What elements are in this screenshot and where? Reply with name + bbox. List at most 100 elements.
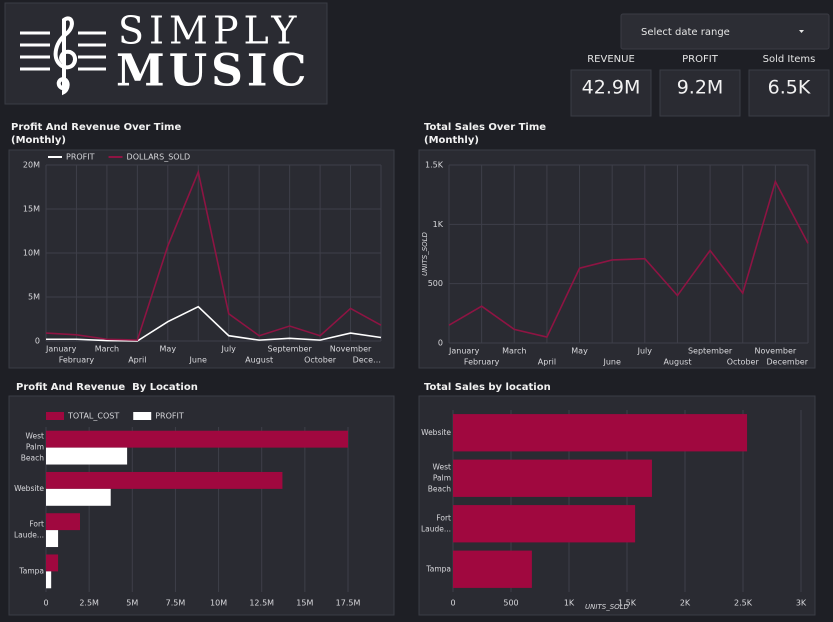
x-tick-label: May — [160, 345, 177, 354]
kpi-label: PROFIT — [682, 54, 719, 65]
y-tick-label: West Palm Beach — [21, 432, 44, 463]
x-tick-label: 500 — [503, 599, 518, 608]
bar — [46, 447, 128, 465]
x-tick-label: January — [448, 347, 480, 356]
x-tick-label: March — [502, 347, 526, 356]
chart-title: Total Sales Over Time — [424, 122, 546, 133]
x-tick-label: February — [59, 356, 95, 365]
bar — [453, 550, 532, 588]
x-tick-label: September — [268, 345, 313, 354]
y-tick-label: Tampa — [18, 566, 44, 575]
x-tick-label: 1K — [564, 599, 575, 608]
legend-swatch — [133, 412, 152, 420]
x-tick-label: July — [221, 345, 237, 354]
x-tick-label: November — [330, 345, 372, 354]
x-tick-label: August — [663, 358, 691, 367]
y-tick-label: Website — [421, 428, 451, 437]
x-tick-label: December — [767, 358, 809, 367]
y-tick-label: Fort Laude... — [421, 513, 451, 533]
x-tick-label: February — [464, 358, 500, 367]
x-tick-label: 0 — [450, 599, 455, 608]
x-tick-label: June — [189, 356, 208, 365]
y-tick-label: 1K — [433, 220, 444, 229]
x-tick-label: October — [727, 358, 760, 367]
chart-panel — [8, 149, 395, 369]
x-tick-label: April — [128, 356, 146, 365]
logo-top: SIMPLY — [118, 9, 301, 53]
kpi-card — [570, 69, 652, 117]
dropdown-arrow[interactable] — [799, 30, 804, 33]
logo-icon — [20, 16, 106, 96]
bar — [453, 505, 636, 543]
y-tick-label: 1.5K — [425, 161, 444, 170]
chart-subtitle: (Monthly) — [11, 135, 66, 146]
y-tick-label: 0 — [35, 337, 40, 346]
x-tick-label: 10M — [210, 599, 227, 608]
y-tick-label: Tampa — [425, 564, 451, 573]
date-range-label[interactable]: Select date range — [641, 27, 730, 38]
date-range-control[interactable] — [620, 13, 830, 50]
kpi-value: 42.9M — [582, 77, 641, 99]
x-tick-label: 3K — [796, 599, 807, 608]
y-tick-label: 20M — [23, 161, 40, 170]
x-tick-label: August — [245, 356, 273, 365]
x-tick-label: November — [755, 347, 797, 356]
x-tick-label: 7.5M — [166, 599, 186, 608]
x-axis-label: UNITS_SOLD — [585, 603, 629, 611]
legend-label: PROFIT — [66, 153, 95, 162]
x-tick-label: June — [602, 358, 621, 367]
y-tick-label: 0 — [438, 339, 443, 348]
y-tick-label: 15M — [23, 205, 40, 214]
x-tick-label: January — [45, 345, 77, 354]
chart-subtitle: (Monthly) — [424, 135, 479, 146]
y-tick-label: 10M — [23, 249, 40, 258]
x-tick-label: May — [571, 347, 588, 356]
x-tick-label: 2.5K — [734, 599, 753, 608]
bar — [46, 513, 80, 531]
kpi-label: REVENUE — [587, 54, 635, 65]
x-tick-label: 2.5M — [79, 599, 99, 608]
legend-swatch — [46, 412, 64, 420]
bar — [46, 488, 111, 506]
bar — [46, 471, 283, 489]
kpi-value: 9.2M — [677, 77, 724, 99]
x-tick-label: 1.5K — [618, 599, 637, 608]
x-tick-label: 0 — [43, 599, 48, 608]
bar — [453, 459, 652, 497]
y-tick-label: Fort Laude... — [14, 520, 44, 540]
bar — [46, 530, 59, 548]
x-tick-label: Dece… — [353, 356, 381, 365]
x-tick-label: 5M — [126, 599, 138, 608]
x-tick-label: October — [304, 356, 337, 365]
legend-label: DOLLARS_SOLD — [127, 153, 191, 162]
x-tick-label: 12.5M — [249, 599, 274, 608]
x-tick-label: 2K — [680, 599, 691, 608]
chart-title: Profit And Revenue By Location — [16, 382, 198, 393]
kpi-value: 6.5K — [768, 77, 811, 99]
x-tick-label: March — [95, 345, 119, 354]
bar — [46, 554, 59, 572]
chart-title: Total Sales by location — [424, 382, 551, 393]
x-tick-label: April — [538, 358, 556, 367]
y-tick-label: West Palm Beach — [428, 462, 451, 493]
legend-label: TOTAL_COST — [67, 412, 119, 421]
x-tick-label: 17.5M — [336, 599, 361, 608]
kpi-label: Sold Items — [763, 54, 816, 65]
kpi-card — [659, 69, 741, 117]
logo-bottom: MUSIC — [116, 46, 310, 97]
bar — [453, 414, 748, 452]
x-tick-label: September — [688, 347, 733, 356]
chart-title: Profit And Revenue Over Time — [11, 122, 181, 133]
line-series — [46, 305, 382, 342]
y-axis-label: UNITS_SOLD — [421, 231, 429, 275]
line-series — [448, 179, 809, 338]
legend-label: PROFIT — [155, 412, 184, 421]
bar — [46, 430, 348, 448]
x-tick-label: July — [637, 347, 653, 356]
bar — [46, 571, 52, 589]
y-tick-label: Website — [14, 484, 44, 493]
x-tick-label: 15M — [296, 599, 313, 608]
kpi-card — [748, 69, 830, 117]
line-series — [45, 169, 382, 341]
